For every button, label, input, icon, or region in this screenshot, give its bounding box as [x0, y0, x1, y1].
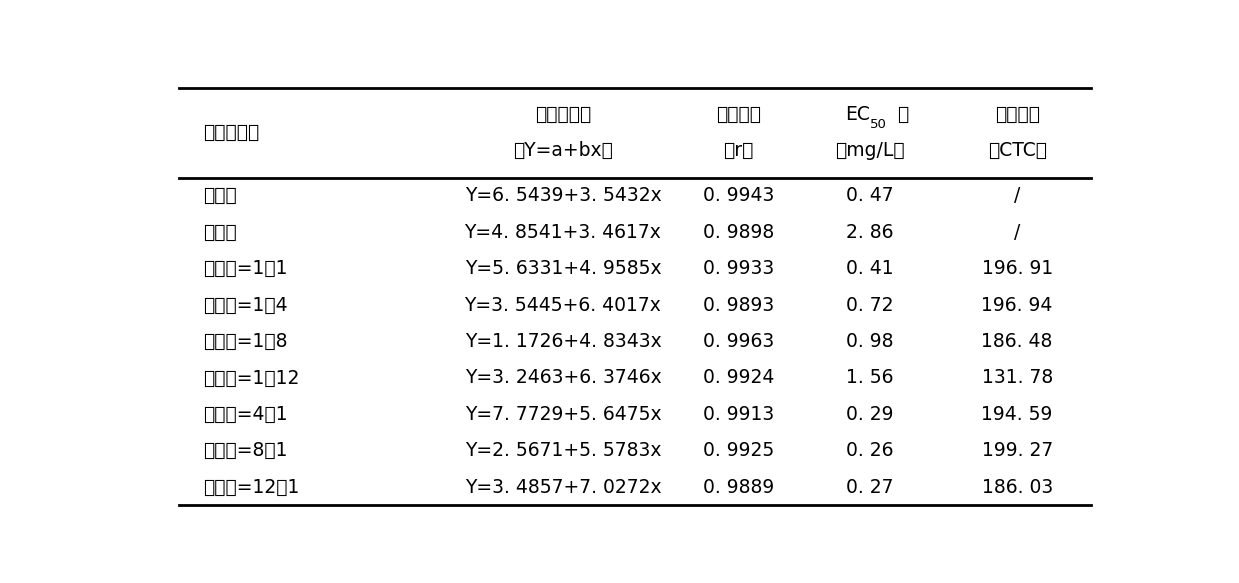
Text: （r）: （r） — [724, 141, 753, 160]
Text: 186. 03: 186. 03 — [981, 477, 1053, 497]
Text: /: / — [1014, 187, 1021, 205]
Text: 值: 值 — [897, 106, 908, 124]
Text: 0. 9925: 0. 9925 — [703, 441, 774, 461]
Text: 50: 50 — [870, 118, 887, 131]
Text: EC: EC — [845, 106, 870, 124]
Text: Y=3. 5445+6. 4017x: Y=3. 5445+6. 4017x — [465, 296, 662, 315]
Text: （mg/L）: （mg/L） — [835, 141, 904, 160]
Text: （CTC）: （CTC） — [987, 141, 1047, 160]
Text: 0. 9893: 0. 9893 — [703, 296, 774, 315]
Text: Y=6. 5439+3. 5432x: Y=6. 5439+3. 5432x — [465, 187, 662, 205]
Text: 氰：丙=1：8: 氰：丙=1：8 — [203, 332, 287, 351]
Text: 氰：丙=12：1: 氰：丙=12：1 — [203, 477, 300, 497]
Text: 0. 9913: 0. 9913 — [703, 405, 774, 424]
Text: /: / — [1014, 223, 1021, 242]
Text: 0. 9943: 0. 9943 — [703, 187, 774, 205]
Text: 0. 9933: 0. 9933 — [703, 259, 774, 278]
Text: Y=5. 6331+4. 9585x: Y=5. 6331+4. 9585x — [465, 259, 662, 278]
Text: 氰：丙=8：1: 氰：丙=8：1 — [203, 441, 287, 461]
Text: Y=3. 2463+6. 3746x: Y=3. 2463+6. 3746x — [465, 368, 662, 388]
Text: 196. 91: 196. 91 — [981, 259, 1053, 278]
Text: 131. 78: 131. 78 — [981, 368, 1053, 388]
Text: 0. 27: 0. 27 — [846, 477, 895, 497]
Text: 0. 9898: 0. 9898 — [703, 223, 774, 242]
Text: 194. 59: 194. 59 — [981, 405, 1053, 424]
Text: （Y=a+bx）: （Y=a+bx） — [513, 141, 613, 160]
Text: 氰：丙=1：12: 氰：丙=1：12 — [203, 368, 300, 388]
Text: 0. 9963: 0. 9963 — [703, 332, 774, 351]
Text: 0. 98: 0. 98 — [846, 332, 895, 351]
Text: Y=4. 8541+3. 4617x: Y=4. 8541+3. 4617x — [465, 223, 662, 242]
Text: 丙环唑: 丙环唑 — [203, 223, 237, 242]
Text: 199. 27: 199. 27 — [981, 441, 1053, 461]
Text: 氰：丙=1：1: 氰：丙=1：1 — [203, 259, 287, 278]
Text: 药剂及配比: 药剂及配比 — [203, 124, 259, 142]
Text: 1. 56: 1. 56 — [846, 368, 895, 388]
Text: 0. 9924: 0. 9924 — [703, 368, 774, 388]
Text: 196. 94: 196. 94 — [981, 296, 1053, 315]
Text: 0. 9889: 0. 9889 — [703, 477, 774, 497]
Text: 共毒系数: 共毒系数 — [995, 106, 1040, 124]
Text: 回归方程式: 回归方程式 — [535, 106, 591, 124]
Text: 氰霜唑: 氰霜唑 — [203, 187, 237, 205]
Text: 0. 41: 0. 41 — [846, 259, 895, 278]
Text: 0. 26: 0. 26 — [846, 441, 895, 461]
Text: Y=7. 7729+5. 6475x: Y=7. 7729+5. 6475x — [465, 405, 662, 424]
Text: 2. 86: 2. 86 — [846, 223, 895, 242]
Text: Y=2. 5671+5. 5783x: Y=2. 5671+5. 5783x — [465, 441, 662, 461]
Text: 0. 29: 0. 29 — [846, 405, 895, 424]
Text: 相关系数: 相关系数 — [716, 106, 761, 124]
Text: 0. 47: 0. 47 — [846, 187, 895, 205]
Text: 186. 48: 186. 48 — [981, 332, 1053, 351]
Text: Y=1. 1726+4. 8343x: Y=1. 1726+4. 8343x — [465, 332, 662, 351]
Text: 0. 72: 0. 72 — [846, 296, 895, 315]
Text: 氰：丙=1：4: 氰：丙=1：4 — [203, 296, 287, 315]
Text: Y=3. 4857+7. 0272x: Y=3. 4857+7. 0272x — [465, 477, 662, 497]
Text: 氰：丙=4：1: 氰：丙=4：1 — [203, 405, 287, 424]
